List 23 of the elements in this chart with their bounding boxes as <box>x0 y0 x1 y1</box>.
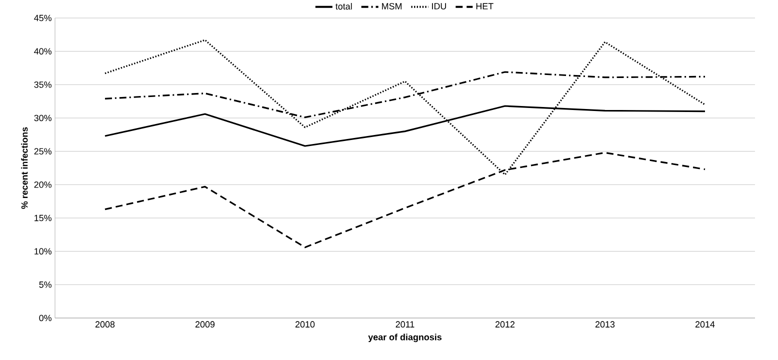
x-tick-label: 2012 <box>495 321 515 328</box>
legend-label: HET <box>476 3 494 10</box>
x-tick-label: 2011 <box>396 321 414 328</box>
y-tick-label: 35% <box>34 81 52 88</box>
x-tick-label: 2013 <box>595 321 615 328</box>
x-axis-title: year of diagnosis <box>368 334 442 342</box>
y-tick-label: 15% <box>34 214 52 222</box>
y-tick-label: 0% <box>39 314 52 322</box>
y-tick-label: 25% <box>34 148 52 155</box>
y-tick-label: 5% <box>39 282 52 288</box>
legend-label: total <box>336 2 352 10</box>
x-tick-label: 2014 <box>695 321 715 328</box>
x-tick-label: 2009 <box>195 321 215 328</box>
legend-label: MSM <box>382 3 402 10</box>
y-tick-label: 30% <box>34 114 52 122</box>
y-tick-label: 40% <box>34 48 52 55</box>
x-tick-label: 2010 <box>295 321 315 328</box>
legend-label: IDU <box>432 3 446 10</box>
y-axis-title: % recent infections <box>21 127 28 209</box>
y-tick-label: 20% <box>34 181 52 188</box>
y-tick-label: 45% <box>34 14 52 22</box>
x-tick-label: 2008 <box>95 321 115 328</box>
y-tick-label: 10% <box>34 248 52 255</box>
